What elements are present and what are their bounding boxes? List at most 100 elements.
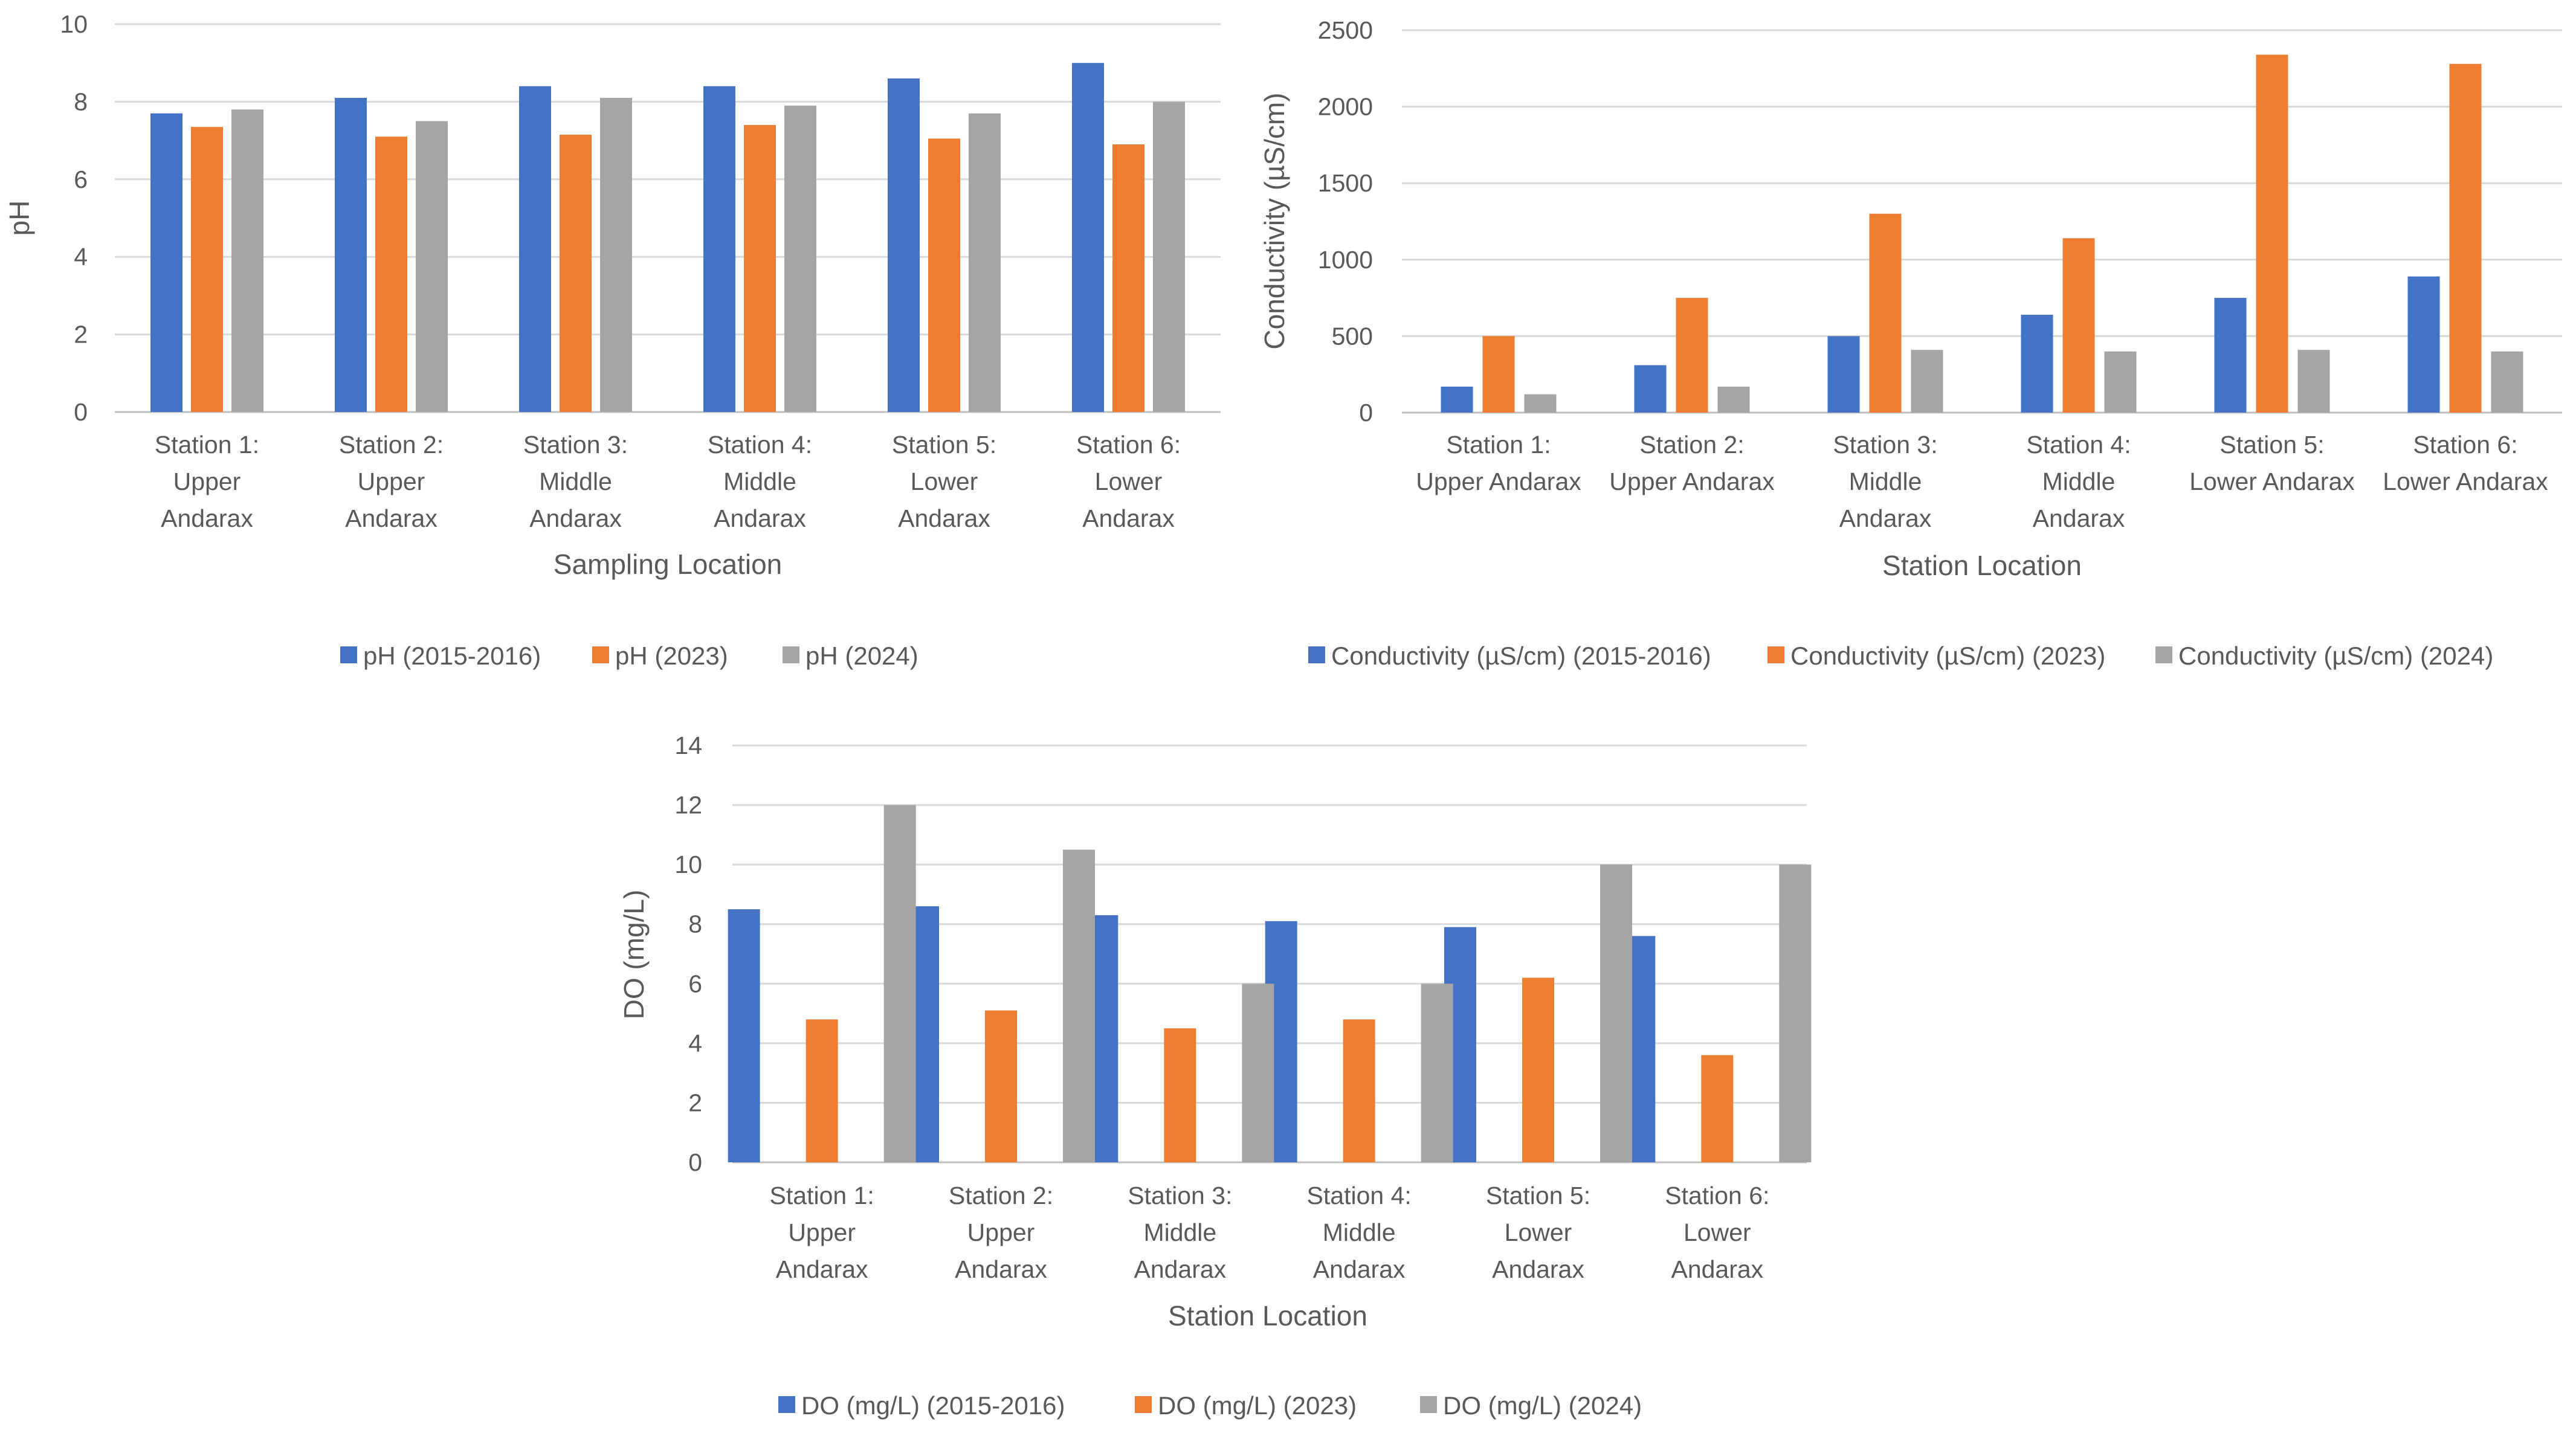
do-category-label: Station 5: Lower Andarax [1486,1182,1590,1283]
conductivity-category-label: Station 4: Middle Andarax [2026,431,2131,532]
do-category-line: Middle [1323,1218,1396,1246]
do-bar [1522,977,1554,1162]
ph-category-line: Andarax [898,504,990,532]
do-legend-swatch [778,1396,795,1413]
ph-bar [150,113,182,412]
do-category-line: Lower [1505,1218,1572,1246]
conductivity-bar [2449,63,2482,413]
conductivity-bar [2214,298,2247,413]
ph-bar [335,97,367,413]
conductivity-category-line: Station 1: [1446,431,1551,459]
do-bar [1343,1019,1375,1162]
ph-y-tick-label: 0 [74,398,88,426]
ph-bar [703,86,735,413]
conductivity-category-line: Station 4: [2026,431,2131,459]
conductivity-y-tick-label: 1000 [1318,246,1373,274]
conductivity-bar [2062,238,2095,413]
ph-bar [1072,63,1104,412]
do-legend-swatch [1420,1396,1437,1413]
do-category-line: Station 3: [1128,1182,1232,1209]
conductivity-category-line: Station 6: [2413,431,2517,459]
ph-y-tick-label: 2 [74,321,88,349]
conductivity-category-line: Lower Andarax [2383,468,2548,495]
conductivity-category-line: Lower Andarax [2189,468,2355,495]
do-y-tick-label: 14 [674,732,702,759]
ph-category-label: Station 6: Lower Andarax [1076,431,1181,532]
conductivity-bar [2104,351,2137,413]
ph-bar [969,113,1001,412]
ph-category-label: Station 2: Upper Andarax [339,431,444,532]
do-category-label: Station 1: Upper Andarax [770,1182,874,1283]
ph-category-line: Station 6: [1076,431,1181,459]
conductivity-category-label: Station 3: Middle Andarax [1833,431,1937,532]
do-category-line: Station 1: [770,1182,874,1209]
ph-category-line: Andarax [529,504,622,532]
ph-category-label: Station 5: Lower Andarax [892,431,996,532]
conductivity-legend-swatch [1767,646,1784,663]
do-y-tick-label: 4 [688,1029,702,1057]
do-bar [805,1019,838,1162]
conductivity-category-line: Upper Andarax [1416,468,1581,495]
do-bar [1242,983,1274,1162]
ph-bar [375,137,407,412]
do-category-label: Station 2: Upper Andarax [949,1182,1053,1283]
do-bar [728,909,760,1162]
ph-bar [416,121,448,412]
conductivity-legend-swatch [1308,646,1325,663]
conductivity-category-line: Middle [2042,468,2116,495]
ph-category-line: Station 1: [155,431,259,459]
ph-legend-label: pH (2024) [805,642,918,670]
ph-y-tick-label: 10 [60,10,88,38]
ph-bar [784,105,816,412]
conductivity-legend-label: Conductivity (µS/cm) (2023) [1790,642,2105,670]
ph-x-axis-title: Sampling Location [554,549,782,580]
do-category-label: Station 4: Middle Andarax [1307,1182,1412,1283]
do-category-line: Lower [1683,1218,1751,1246]
do-bar [1701,1055,1734,1162]
conductivity-bar [1676,298,1708,413]
do-bar [883,805,916,1162]
do-category-line: Upper [788,1218,856,1246]
ph-category-label: Station 1: Upper Andarax [155,431,259,532]
ph-bar [519,86,551,413]
conductivity-category-line: Andarax [2033,504,2125,532]
conductivity-category-label: Station 6: Lower Andarax [2383,431,2548,495]
do-category-label: Station 6: Lower Andarax [1665,1182,1769,1283]
ph-y-axis-title: pH [4,201,35,236]
ph-category-line: Middle [539,468,612,495]
ph-legend-swatch [592,646,609,663]
conductivity-bar [1717,386,1750,413]
do-category-line: Andarax [955,1255,1047,1283]
ph-legend-label: pH (2023) [615,642,728,670]
ph-bar [600,97,632,413]
ph-category-line: Andarax [161,504,253,532]
conductivity-category-line: Station 3: [1833,431,1937,459]
conductivity-y-tick-label: 1500 [1318,169,1373,197]
do-x-axis-title: Station Location [1168,1300,1367,1331]
ph-y-tick-label: 8 [74,88,88,115]
do-bar [985,1010,1017,1162]
ph-category-line: Station 2: [339,431,444,459]
ph-bar [1153,101,1185,412]
do-category-line: Andarax [1671,1255,1763,1283]
conductivity-bar [2256,54,2288,413]
do-category-line: Andarax [1134,1255,1226,1283]
conductivity-chart: 0 500 1000 1500 2000 2500 Station 1: Upper Anda… [1259,16,2562,670]
conductivity-category-line: Upper Andarax [1609,468,1775,495]
ph-y-tick-label: 4 [74,243,88,271]
ph-category-line: Upper [173,468,241,495]
conductivity-category-line: Station 5: [2219,431,2324,459]
ph-bar [888,78,920,412]
conductivity-category-line: Andarax [1839,504,1932,532]
do-y-tick-label: 6 [688,970,702,997]
conductivity-legend-label: Conductivity (µS/cm) (2015-2016) [1331,642,1711,670]
conductivity-category-label: Station 2: Upper Andarax [1609,431,1775,495]
ph-legend-swatch [340,646,357,663]
conductivity-x-axis-title: Station Location [1882,550,2082,581]
ph-category-line: Station 5: [892,431,996,459]
ph-bar [744,124,776,413]
conductivity-bar [2297,350,2330,413]
conductivity-legend-swatch [2155,646,2172,663]
ph-bar [928,138,960,412]
